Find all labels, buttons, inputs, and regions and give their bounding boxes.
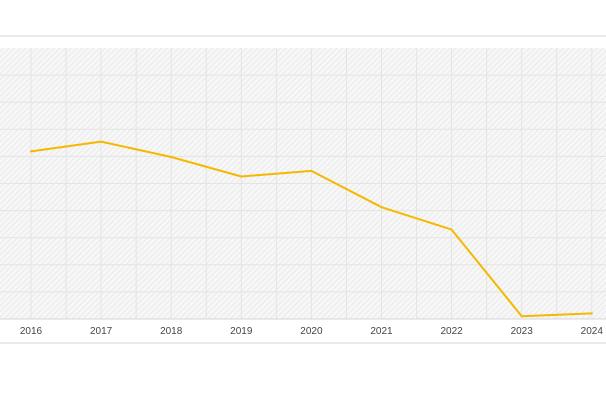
x-tick-label: 2016	[20, 326, 43, 337]
grid-lines	[0, 48, 606, 319]
series-points	[30, 140, 593, 318]
data-point	[30, 150, 32, 153]
x-tick-label: 2019	[230, 326, 253, 337]
data-point	[170, 156, 173, 158]
x-tick-label: 2018	[160, 326, 183, 337]
x-tick-label: 2023	[511, 326, 534, 337]
data-point	[450, 228, 453, 231]
data-point	[590, 312, 593, 315]
data-point	[100, 140, 103, 143]
data-point	[310, 169, 313, 172]
data-point	[380, 206, 383, 209]
x-tick-label: 2017	[90, 326, 113, 337]
x-axis-tick-labels: 2016 2017 2018 2019 2020 2021 2022 2023 2024	[20, 326, 603, 337]
x-tick-label: 2022	[440, 326, 463, 337]
x-tick-label: 2020	[300, 326, 323, 337]
data-point	[520, 315, 523, 318]
x-tick-label: 2021	[370, 326, 393, 337]
data-point	[240, 175, 243, 178]
x-tick-label: 2024	[581, 326, 604, 337]
